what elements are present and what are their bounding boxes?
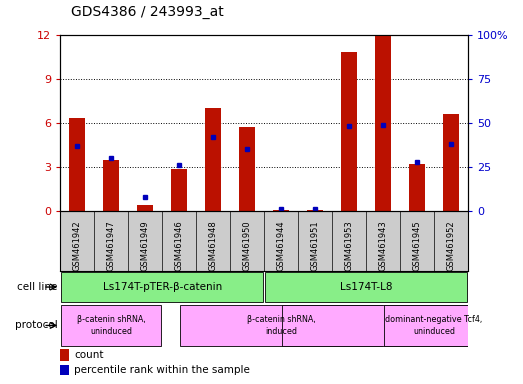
Bar (282, 305, 523, 346)
Text: protocol: protocol (15, 320, 58, 331)
Text: count: count (74, 350, 104, 360)
Text: GSM461942: GSM461942 (73, 220, 82, 271)
Bar (60, 349, 69, 361)
Text: dominant-negative Tcf4,
uninduced: dominant-negative Tcf4, uninduced (385, 315, 483, 336)
Bar (138, 205, 153, 211)
Text: GSM461944: GSM461944 (277, 220, 286, 271)
Bar (104, 160, 119, 211)
Text: GSM461952: GSM461952 (447, 220, 456, 271)
Bar (265, 272, 468, 302)
Bar (376, 36, 391, 211)
Text: GDS4386 / 243993_at: GDS4386 / 243993_at (71, 5, 223, 19)
Text: GSM461953: GSM461953 (345, 220, 354, 271)
Text: GSM461943: GSM461943 (379, 220, 388, 271)
Text: Ls174T-L8: Ls174T-L8 (340, 282, 392, 292)
Text: Ls174T-pTER-β-catenin: Ls174T-pTER-β-catenin (103, 282, 222, 292)
Bar (240, 127, 255, 211)
Text: GSM461947: GSM461947 (107, 220, 116, 271)
Bar (60, 365, 69, 375)
Text: β-catenin shRNA,
uninduced: β-catenin shRNA, uninduced (77, 315, 145, 336)
Bar (444, 114, 459, 211)
Bar (61, 305, 162, 346)
Bar (61, 272, 264, 302)
Text: GSM461950: GSM461950 (243, 220, 252, 271)
Bar (180, 305, 382, 346)
Bar (410, 164, 425, 211)
Text: β-catenin shRNA,
induced: β-catenin shRNA, induced (247, 315, 315, 336)
Bar (206, 108, 221, 211)
Text: GSM461951: GSM461951 (311, 220, 320, 271)
Text: percentile rank within the sample: percentile rank within the sample (74, 365, 251, 375)
Text: GSM461946: GSM461946 (175, 220, 184, 271)
Bar (172, 169, 187, 211)
Bar (342, 52, 357, 211)
Text: GSM461945: GSM461945 (413, 220, 422, 271)
Text: cell line: cell line (17, 282, 58, 292)
Text: GSM461948: GSM461948 (209, 220, 218, 271)
Bar (70, 119, 85, 211)
Bar (274, 210, 289, 211)
Bar (308, 210, 323, 211)
Text: GSM461949: GSM461949 (141, 220, 150, 271)
